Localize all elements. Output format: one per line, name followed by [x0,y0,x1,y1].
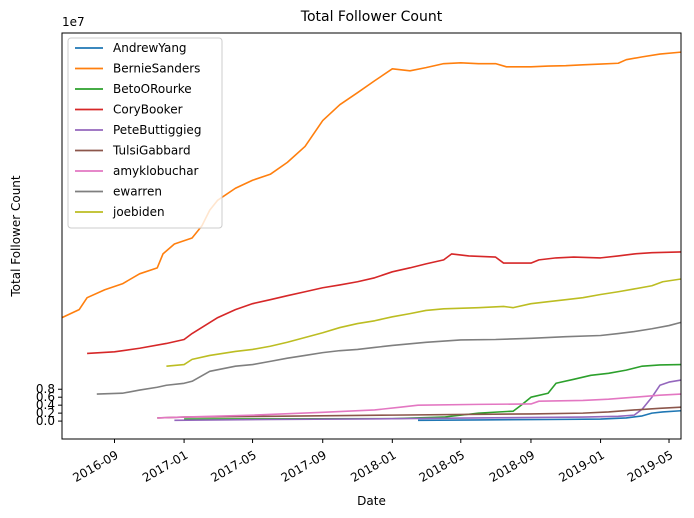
y-tick-label: 0.4 [36,398,55,412]
legend-label-ewarren: ewarren [113,185,162,199]
legend-frame [67,37,223,229]
series-line-TulsiGabbard [157,406,682,419]
y-axis-label: Total Follower Count [9,175,23,298]
series-line-CoryBooker [87,251,682,355]
y-offset-label: 1e7 [62,15,85,29]
series-line-AndrewYang [417,409,682,422]
legend-label-AndrewYang: AndrewYang [113,41,187,55]
y-tick-label: 0.0 [36,414,55,428]
series-line-joebiden [166,278,682,367]
legend-label-joebiden: joebiden [112,205,165,219]
y-tick-label: 0.8 [36,382,55,396]
plot-frame [61,32,682,440]
legend-label-TulsiGabbard: TulsiGabbard [112,144,191,158]
series-line-BernieSanders [61,51,682,319]
series-line-ewarren [96,321,682,395]
legend: AndrewYang BernieSanders BetoORourke CoryBo… [67,37,223,229]
legend-label-amyklobuchar: amyklobuchar [113,164,199,178]
y-tick-label: 0.6 [36,390,55,404]
series-line-PeteButtiggieg [174,379,682,422]
legend-label-PeteButtiggieg: PeteButtiggieg [113,123,201,137]
legend-label-BetoORourke: BetoORourke [113,82,192,96]
chart-title: Total Follower Count [300,9,443,25]
y-axis: 0.00.20.40.60.8 [36,382,62,428]
series-line-amyklobuchar [157,393,682,419]
y-tick-label: 0.2 [36,406,55,420]
legend-label-BernieSanders: BernieSanders [113,62,200,76]
series-layer [61,51,682,422]
legend-label-CoryBooker: CoryBooker [113,103,183,117]
x-axis-label: Date [357,494,386,508]
